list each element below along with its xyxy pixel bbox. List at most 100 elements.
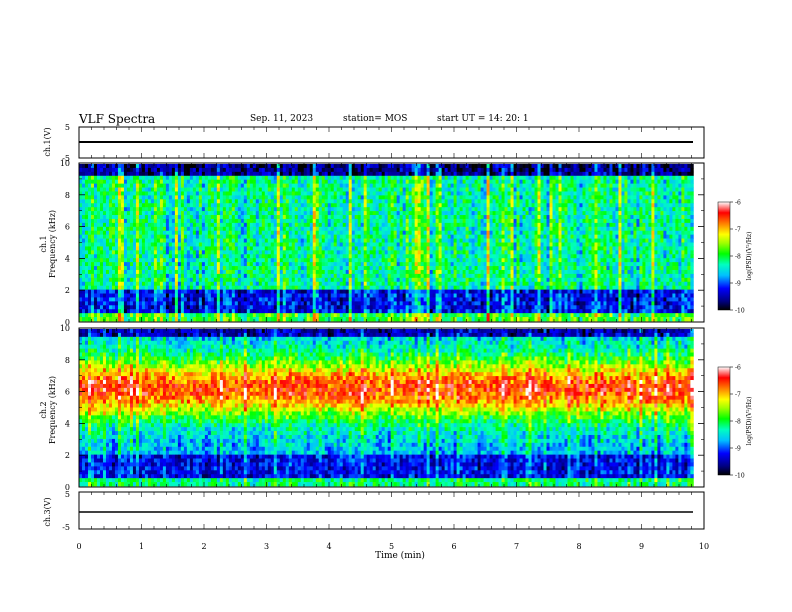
spectrogram-cell xyxy=(186,175,191,181)
spectrogram-cell xyxy=(132,313,137,318)
spectrogram-cell xyxy=(369,175,374,181)
spectrogram-cell xyxy=(219,167,224,173)
spectrogram-cell xyxy=(204,297,209,302)
spectrogram-cell xyxy=(240,269,245,275)
spectrogram-cell xyxy=(240,258,245,263)
spectrogram-cell xyxy=(423,183,427,188)
spectrogram-cell xyxy=(447,175,451,181)
spectrogram-cell xyxy=(387,317,392,322)
spectrogram-cell xyxy=(204,215,209,220)
spectrogram-cell xyxy=(435,309,439,314)
spectrogram-cell xyxy=(180,297,185,302)
spectrogram-cell xyxy=(435,207,439,212)
spectrogram-cell xyxy=(93,175,98,181)
spectrogram-cell xyxy=(237,281,242,287)
spectrogram-cell xyxy=(390,285,395,290)
spectrogram-cell xyxy=(261,211,266,216)
spectrogram-cell xyxy=(414,281,419,287)
spectrogram-cell xyxy=(447,238,451,243)
spectrogram-cell xyxy=(417,293,422,298)
spectrogram-cell xyxy=(177,250,182,255)
spectrogram-cell xyxy=(330,242,335,247)
spectrogram-cell xyxy=(309,254,314,259)
spectrogram-cell xyxy=(123,203,128,208)
spectrogram-cell xyxy=(156,246,161,251)
spectrogram-cell xyxy=(150,226,155,232)
spectrogram-cell xyxy=(204,301,209,306)
spectrogram-cell xyxy=(273,195,278,200)
spectrogram-cell xyxy=(438,289,442,294)
spectrogram-cell xyxy=(219,277,224,283)
spectrogram-cell xyxy=(399,167,404,173)
spectrogram-cell xyxy=(132,199,137,204)
spectrogram-cell xyxy=(393,164,398,169)
spectrogram-cell xyxy=(228,258,233,263)
spectrogram-cell xyxy=(141,242,146,247)
spectrogram-cell xyxy=(405,317,410,322)
spectrogram-cell xyxy=(258,281,263,287)
spectrogram-cell xyxy=(82,222,86,228)
spectrogram-cell xyxy=(375,305,380,310)
spectrogram-cell xyxy=(303,277,308,283)
spectrogram-cell xyxy=(366,167,371,173)
spectrogram-cell xyxy=(354,266,359,271)
spectrogram-cell xyxy=(438,317,442,322)
spectrogram-cell xyxy=(417,230,422,235)
spectrogram-cell xyxy=(306,301,311,306)
spectrogram-cell xyxy=(195,215,200,220)
spectrogram-cell xyxy=(429,305,433,310)
spectrogram-cell xyxy=(258,234,263,239)
spectrogram-cell xyxy=(219,293,224,298)
spectrogram-cell xyxy=(315,258,320,263)
spectrogram-cell xyxy=(114,246,119,251)
spectrogram-cell xyxy=(294,305,299,310)
spectrogram-cell xyxy=(105,242,110,247)
spectrogram-cell xyxy=(201,293,206,298)
spectrogram-cell xyxy=(270,234,275,239)
spectrogram-cell xyxy=(207,289,212,294)
spectrogram-cell xyxy=(225,317,230,322)
spectrogram-cell xyxy=(351,258,356,263)
spectrogram-cell xyxy=(204,222,209,228)
spectrogram-cell xyxy=(405,277,410,283)
spectrogram-cell xyxy=(225,187,230,192)
spectrogram-cell xyxy=(84,262,89,267)
spectrogram-cell xyxy=(378,250,383,255)
spectrogram-cell xyxy=(84,305,89,310)
spectrogram-cell xyxy=(318,297,323,302)
spectrogram-cell xyxy=(429,230,433,235)
spectrogram-cell xyxy=(273,250,278,255)
spectrogram-cell xyxy=(93,211,98,216)
spectrogram-cell xyxy=(252,309,257,314)
spectrogram-cell xyxy=(429,281,433,287)
spectrogram-cell xyxy=(378,246,383,251)
spectrogram-cell xyxy=(369,250,374,255)
spectrogram-cell xyxy=(396,171,401,177)
spectrogram-cell xyxy=(111,285,116,290)
spectrogram-cell xyxy=(162,187,167,192)
spectrogram-cell xyxy=(180,215,185,220)
spectrogram-cell xyxy=(354,226,359,232)
spectrogram-cell xyxy=(79,242,83,247)
spectrogram-cell xyxy=(141,222,146,228)
spectrogram-cell xyxy=(204,266,209,271)
spectrogram-cell xyxy=(120,281,125,287)
spectrogram-cell xyxy=(432,289,436,294)
spectrogram-cell xyxy=(234,207,239,212)
spectrogram-cell xyxy=(156,215,161,220)
spectrogram-cell xyxy=(294,218,299,224)
spectrogram-cell xyxy=(177,273,182,279)
spectrogram-cell xyxy=(312,175,317,181)
spectrogram-cell xyxy=(339,230,344,235)
spectrogram-cell xyxy=(393,234,398,239)
spectrogram-cell xyxy=(369,167,374,173)
spectrogram-cell xyxy=(444,317,448,322)
spectrogram-cell xyxy=(294,242,299,247)
spectrogram-cell xyxy=(96,258,101,263)
spectrogram-cell xyxy=(423,258,427,263)
spectrogram-cell xyxy=(258,246,263,251)
spectrogram-cell xyxy=(114,242,119,247)
spectrogram-cell xyxy=(420,199,424,204)
spectrogram-cell xyxy=(357,277,362,283)
spectrogram-cell xyxy=(366,215,371,220)
